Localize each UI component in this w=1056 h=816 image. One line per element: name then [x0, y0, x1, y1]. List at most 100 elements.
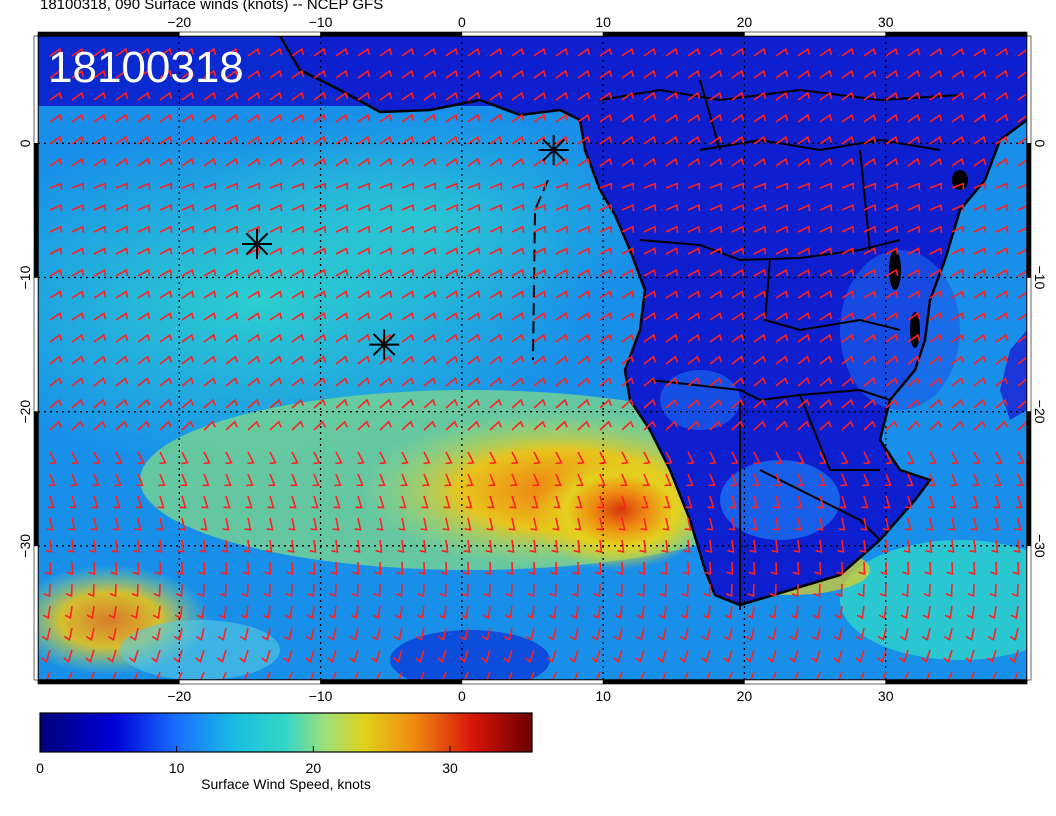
wind-barb [819, 312, 833, 321]
lat-tick-label: −20 [17, 400, 33, 424]
wind-barb [269, 69, 283, 79]
wind-barb [641, 495, 649, 509]
wind-barb [311, 495, 319, 509]
wind-barb [621, 157, 635, 167]
wind-barb [335, 157, 349, 167]
wind-barb [973, 247, 987, 255]
wind-barb [707, 495, 715, 509]
wind-barb [115, 290, 129, 299]
wind-barb [357, 451, 365, 465]
wind-barb [885, 355, 899, 365]
wind-barb [731, 377, 745, 387]
wind-barb [687, 157, 701, 167]
wind-barb [555, 268, 569, 277]
wind-barb [133, 539, 141, 553]
wind-barb [335, 355, 349, 365]
wind-barb [775, 398, 789, 409]
wind-barb [951, 204, 965, 212]
wind-barb [225, 312, 239, 321]
wind-barb [217, 627, 227, 641]
wind-barb [65, 583, 73, 598]
wind-barb [269, 247, 283, 255]
wind-barb [238, 694, 248, 705]
wind-barb [223, 495, 231, 509]
wind-barb [328, 605, 337, 620]
wind-barb [973, 290, 987, 299]
wind-barb [775, 333, 789, 343]
wind-barb [837, 539, 845, 553]
frame-bar [885, 679, 1028, 685]
wind-barb [511, 377, 525, 387]
wind-barb [247, 225, 261, 233]
wind-barb [902, 561, 910, 576]
wind-barb [115, 451, 123, 465]
wind-barb [335, 69, 349, 79]
wind-barb [291, 420, 304, 431]
wind-barb [775, 91, 789, 101]
wind-barb [269, 333, 283, 343]
wind-barb [568, 694, 578, 705]
wind-barb [988, 605, 997, 620]
wind-barb [247, 420, 260, 431]
wind-barb [467, 312, 481, 321]
wind-barb [335, 377, 349, 387]
wind-barb [753, 398, 767, 409]
wind-barb [393, 627, 403, 641]
wind-barb [789, 649, 799, 663]
wind-barb [327, 627, 337, 641]
wind-barb [225, 135, 239, 145]
wind-barb [313, 113, 327, 123]
wind-barb [569, 627, 579, 641]
wind-barb [816, 517, 824, 531]
wind-barb [129, 627, 139, 641]
wind-barb [445, 247, 459, 255]
wind-barb [709, 113, 723, 123]
wind-barb [555, 135, 569, 145]
wind-barb [687, 398, 701, 409]
wind-barb [927, 495, 935, 509]
wind-barb [467, 47, 481, 57]
wind-barb [159, 204, 173, 212]
wind-barb [929, 247, 943, 255]
wind-barb [137, 91, 151, 101]
wind-barb [863, 225, 877, 233]
wind-barb [637, 583, 645, 598]
wind-barb [533, 420, 546, 431]
wind-barb [686, 473, 694, 487]
wind-barb [444, 473, 452, 487]
wind-barb [489, 420, 502, 431]
wind-barb [49, 398, 63, 409]
wind-barb [291, 182, 305, 190]
wind-barb [400, 473, 408, 487]
wind-barb [458, 671, 469, 680]
wind-barb [835, 583, 843, 598]
wind-barb [291, 398, 305, 409]
wind-barb [180, 473, 188, 487]
lon-tick-label: 10 [595, 688, 611, 704]
wind-barb [599, 355, 613, 365]
wind-barb [310, 517, 318, 531]
wind-barb [115, 355, 129, 365]
wind-barb [106, 694, 116, 705]
wind-barb [552, 517, 560, 531]
wind-barb [335, 91, 349, 101]
wind-barb [621, 451, 629, 465]
wind-barb [995, 355, 1009, 365]
wind-barb [93, 113, 107, 123]
wind-barb [986, 671, 997, 680]
wind-barb [291, 268, 305, 277]
wind-barb [901, 583, 909, 598]
wind-barb [203, 182, 217, 190]
wind-barb [863, 290, 877, 299]
wind-barb [663, 495, 671, 509]
wind-barb [621, 91, 635, 101]
wind-barb [351, 583, 359, 598]
wind-barb [731, 420, 744, 431]
wind-barb [401, 398, 415, 409]
wind-barb [885, 182, 899, 190]
wind-barb [172, 671, 183, 680]
lon-tick-label: −10 [309, 14, 333, 30]
wind-barb [247, 247, 261, 255]
wind-barb [995, 398, 1009, 409]
wind-barb [203, 420, 216, 431]
